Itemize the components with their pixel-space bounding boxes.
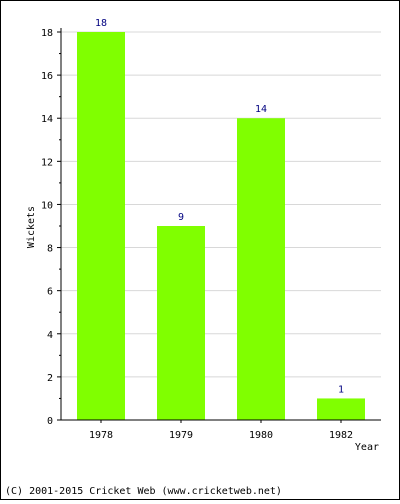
data-label: 9 (178, 212, 184, 223)
x-axis-label: Year (355, 442, 379, 453)
bar (77, 32, 125, 420)
data-label: 18 (95, 18, 107, 29)
bar (237, 118, 285, 420)
x-tick-label: 1982 (329, 430, 353, 441)
copyright-footer: (C) 2001-2015 Cricket Web (www.cricketwe… (5, 486, 282, 497)
bar (157, 226, 205, 420)
x-tick-label: 1978 (89, 430, 113, 441)
y-tick-label: 10 (41, 200, 53, 211)
y-tick-labels: 0 2 4 6 8 10 12 14 16 18 (41, 28, 53, 427)
y-axis-label: Wickets (26, 206, 37, 248)
y-tick-label: 0 (47, 416, 53, 427)
x-tick-label: 1979 (169, 430, 193, 441)
y-tick-label: 14 (41, 114, 53, 125)
y-tick-label: 6 (47, 287, 53, 298)
y-tick-label: 16 (41, 71, 53, 82)
y-tick-label: 12 (41, 157, 53, 168)
axes (60, 28, 381, 421)
data-label: 14 (255, 104, 267, 115)
y-tick-label: 8 (47, 244, 53, 255)
y-tick-label: 18 (41, 28, 53, 39)
y-tick-label: 2 (47, 373, 53, 384)
bars (77, 32, 365, 423)
x-tick-labels: 1978 1979 1980 1982 (89, 430, 353, 441)
bar (317, 398, 365, 420)
data-labels: 18 9 14 1 (95, 18, 344, 395)
x-tick-label: 1980 (249, 430, 273, 441)
data-label: 1 (338, 384, 344, 395)
y-tick-label: 4 (47, 330, 53, 341)
